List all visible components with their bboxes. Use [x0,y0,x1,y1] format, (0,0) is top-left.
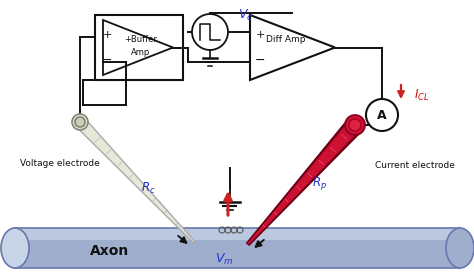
Text: Voltage electrode: Voltage electrode [20,158,100,168]
Text: $I_{CL}$: $I_{CL}$ [414,88,429,103]
Text: +: + [255,29,264,39]
Text: Axon: Axon [91,244,129,258]
Text: $R_p$: $R_p$ [312,175,328,192]
Polygon shape [76,118,195,243]
Text: $R_c$: $R_c$ [141,180,155,195]
Bar [95,15,183,80]
Text: +Buffer: +Buffer [125,35,157,44]
Bar [15,228,460,268]
Text: Diff Amp: Diff Amp [266,35,305,44]
Text: −: − [102,54,112,67]
Circle shape [366,99,398,131]
Polygon shape [247,120,360,245]
Text: $V_c$: $V_c$ [238,8,254,23]
Text: Current electrode: Current electrode [375,160,455,170]
Circle shape [192,14,228,50]
Circle shape [72,114,88,130]
Text: −: − [255,54,265,67]
Bar [15,228,460,240]
Ellipse shape [446,228,474,268]
Text: $V_m$: $V_m$ [215,251,233,267]
Circle shape [345,115,365,135]
Text: A: A [377,108,387,121]
Text: +: + [102,29,112,39]
Circle shape [349,119,361,131]
Ellipse shape [1,228,29,268]
Circle shape [75,117,85,127]
Polygon shape [247,119,362,245]
Text: Amp: Amp [131,48,151,57]
